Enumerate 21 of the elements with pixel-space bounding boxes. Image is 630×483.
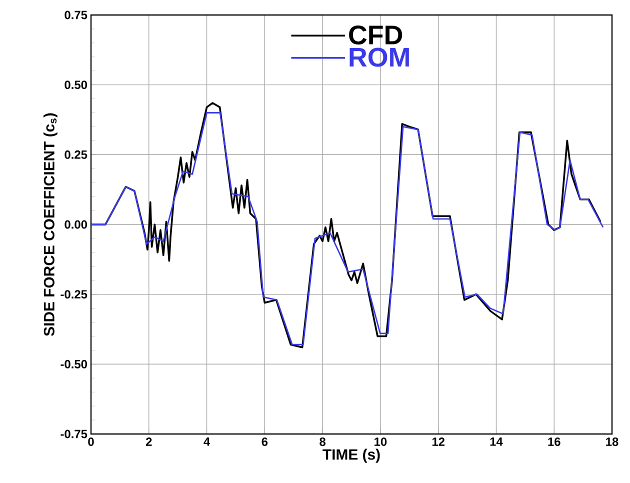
x-tick-label: 12 [432, 438, 445, 446]
y-axis-title: SIDE FORCE COEFFICIENT (c$_{s}$) [43, 113, 58, 336]
x-axis-title: TIME (s) [322, 448, 380, 463]
y-tick-label: -0.75 [60, 430, 88, 438]
x-tick-label: 6 [262, 438, 268, 446]
legend-label: CFD [349, 25, 402, 44]
x-tick-label: 2 [146, 438, 152, 446]
x-tick-label: 10 [374, 438, 387, 446]
y-tick-label: 0.50 [64, 80, 87, 90]
y-tick-label: -0.50 [60, 360, 87, 368]
x-tick-label: 8 [320, 438, 326, 446]
y-tick-label: 0.25 [64, 150, 88, 159]
y-tick-label: 0.00 [64, 220, 87, 229]
x-tick-label: 18 [606, 438, 618, 446]
legend-label: ROM [350, 48, 409, 67]
y-tick-label: 0.75 [64, 10, 88, 20]
y-tick-label: -0.25 [60, 290, 88, 299]
x-tick-label: 0 [88, 438, 94, 446]
x-tick-label: 14 [490, 438, 503, 446]
x-tick-label: 4 [204, 438, 210, 446]
x-tick-label: 16 [548, 438, 560, 446]
